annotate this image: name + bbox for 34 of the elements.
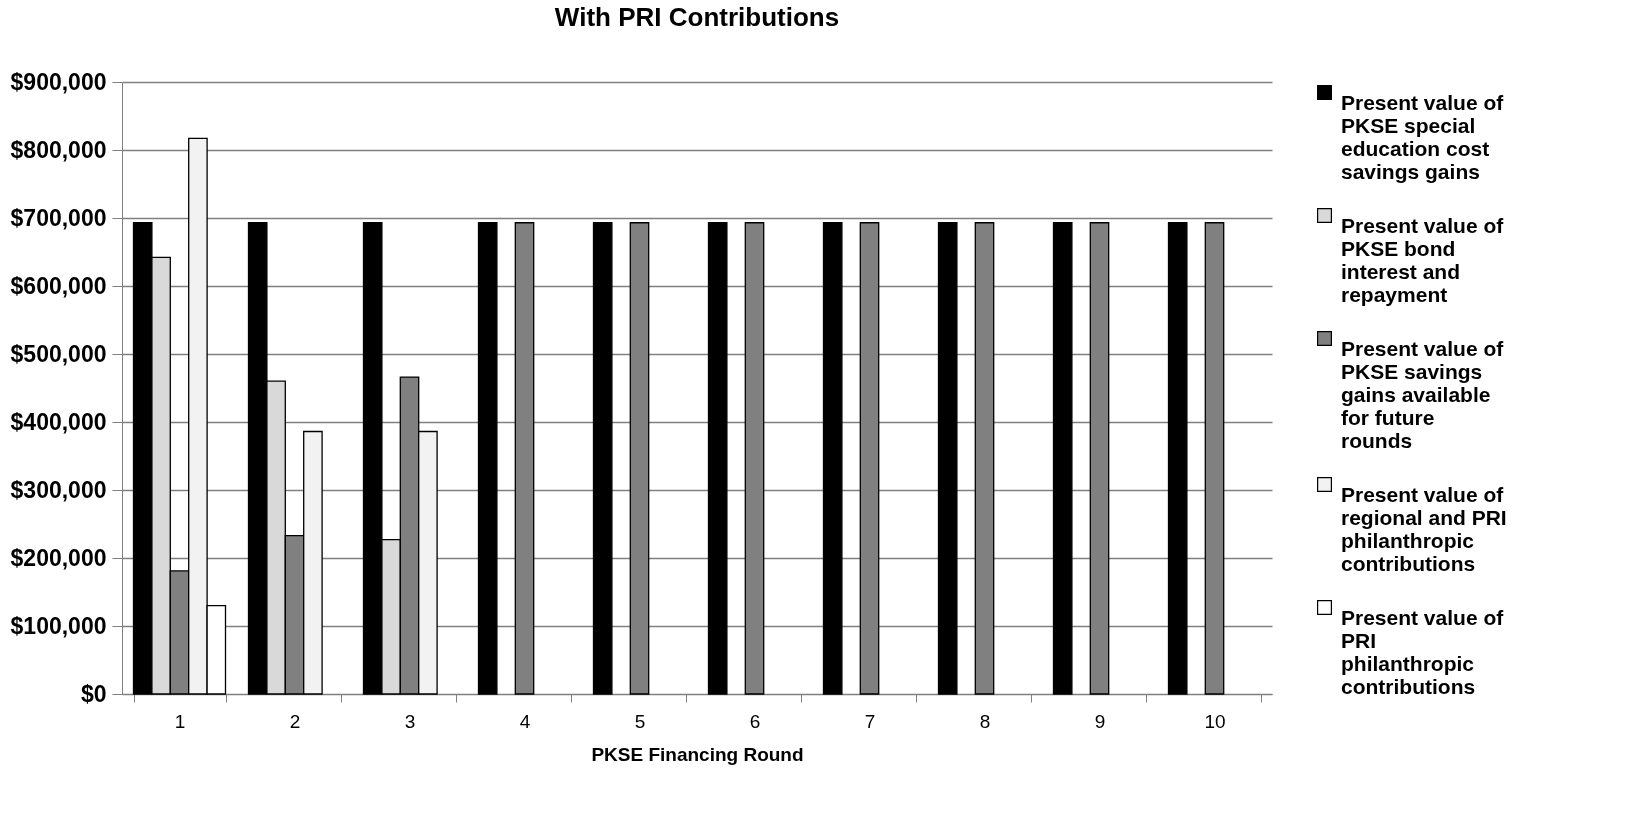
x-tick-label: 8: [979, 710, 991, 732]
legend-label: Present value of regional and PRI philanthropic contributions: [1341, 482, 1507, 575]
bar: [937, 222, 958, 695]
bar: [1052, 222, 1073, 695]
bar: [822, 222, 843, 695]
y-tick-label: $100,000: [10, 612, 107, 639]
bar: [707, 222, 728, 695]
x-tick-label: 10: [1204, 710, 1226, 732]
y-tick-label: $300,000: [10, 476, 107, 503]
chart-title: With PRI Contributions: [554, 2, 840, 32]
y-tick-label: $500,000: [10, 340, 107, 367]
y-tick-label: $0: [80, 680, 107, 707]
bar: [592, 222, 613, 695]
y-tick-label: $200,000: [10, 544, 107, 571]
legend-label: Present value of PKSE special education cost savings gains: [1341, 90, 1505, 183]
x-tick-label: 6: [749, 710, 761, 732]
x-tick-label: 2: [289, 710, 301, 732]
x-tick-label: 1: [174, 710, 186, 732]
y-tick-label: $600,000: [10, 272, 107, 299]
y-tick-label: $900,000: [10, 68, 107, 95]
x-tick-label: 4: [519, 710, 531, 732]
x-tick-label: 9: [1094, 710, 1106, 732]
x-tick-label: 3: [404, 710, 416, 732]
x-tick-label: 7: [864, 710, 876, 732]
x-tick-label: 5: [634, 710, 646, 732]
y-tick-label: $400,000: [10, 408, 107, 435]
legend-label: Present value of PKSE bond interest and repayment: [1341, 213, 1505, 306]
bar: [477, 222, 498, 695]
legend-label: Present value of PRI philanthropic contributions: [1341, 605, 1505, 698]
x-axis-title: PKSE Financing Round: [591, 743, 804, 765]
legend-label: Present value of PKSE savings gains available for future rounds: [1341, 336, 1505, 452]
bar: [1167, 222, 1188, 695]
y-tick-label: $800,000: [10, 136, 107, 163]
y-tick-label: $700,000: [10, 204, 107, 231]
